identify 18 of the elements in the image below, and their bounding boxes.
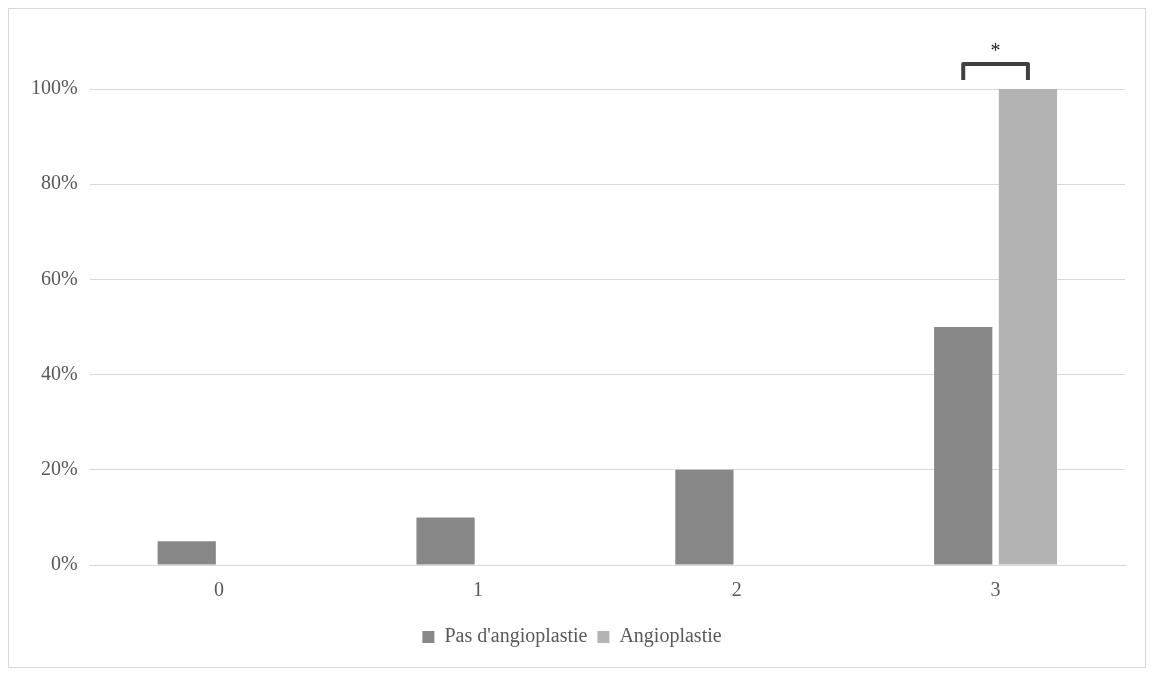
x-tick-label: 2 — [731, 578, 742, 601]
y-tick-label: 80% — [40, 171, 78, 194]
y-tick-label: 40% — [40, 361, 78, 384]
y-tick-label: 100% — [30, 76, 78, 99]
y-tick-label: 20% — [40, 457, 78, 480]
bar — [416, 517, 475, 565]
bar — [675, 469, 734, 565]
y-tick-label: 60% — [40, 266, 78, 289]
bar — [934, 327, 993, 565]
bar — [157, 541, 216, 565]
y-tick-label: 0% — [50, 552, 78, 575]
text: * — [990, 39, 1001, 62]
x-tick-label: 1 — [472, 578, 483, 601]
x-tick-label: 3 — [990, 578, 1001, 601]
x-tick-label: 0 — [214, 578, 225, 601]
bar — [998, 89, 1058, 565]
legend-label: Pas d'angioplastie — [444, 624, 588, 648]
legend-label: Angioplastie — [619, 624, 722, 648]
